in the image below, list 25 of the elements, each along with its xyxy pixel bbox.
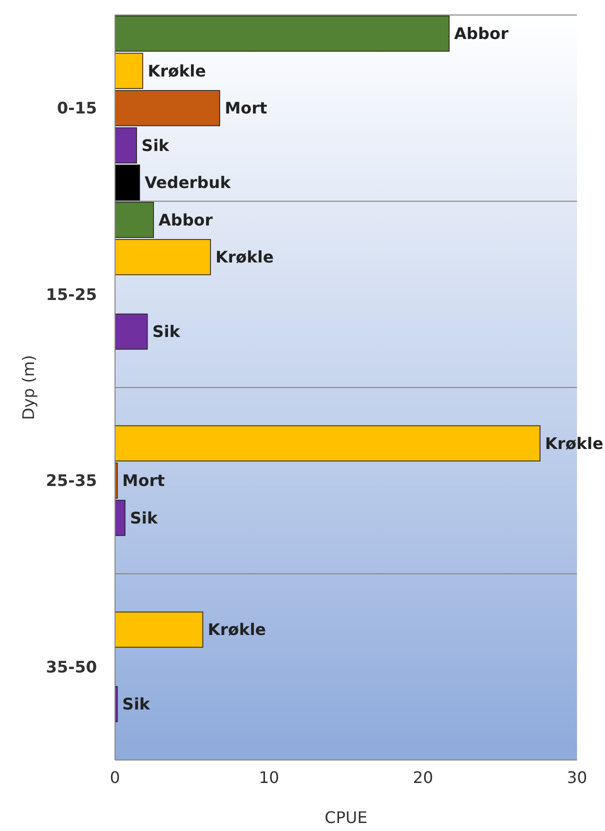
y-axis-title: Dyp (m): [19, 354, 38, 420]
y-tick-label: 35-50: [46, 657, 97, 676]
text: Sik: [152, 322, 180, 342]
text: Abbor: [158, 210, 213, 230]
text: Krøkle: [208, 620, 266, 640]
y-tick-label: 25-35: [46, 471, 97, 490]
series-label: Vederbuk: [144, 173, 232, 192]
bar: [114, 612, 204, 648]
text: Mort: [122, 471, 165, 490]
x-tick-label: 20: [412, 768, 434, 787]
text: Krøkle: [215, 248, 274, 267]
x-tick-label: 30: [566, 768, 588, 787]
text: Krøkle: [545, 434, 604, 453]
series-label: Abbor: [454, 24, 508, 44]
series-label: Sik: [130, 508, 158, 528]
x-tick-label: 0: [110, 768, 120, 787]
text: Sik: [142, 136, 170, 155]
x-axis-title: CPUE: [324, 808, 368, 827]
series-label: Krøkle: [148, 61, 206, 80]
x-tick-label: 10: [258, 768, 280, 787]
y-tick-label: 15-25: [46, 284, 97, 304]
bar: [114, 314, 148, 350]
series-label: Mort: [224, 98, 268, 118]
y-tick-label: 0-15: [56, 98, 97, 118]
text: Sik: [122, 694, 150, 714]
